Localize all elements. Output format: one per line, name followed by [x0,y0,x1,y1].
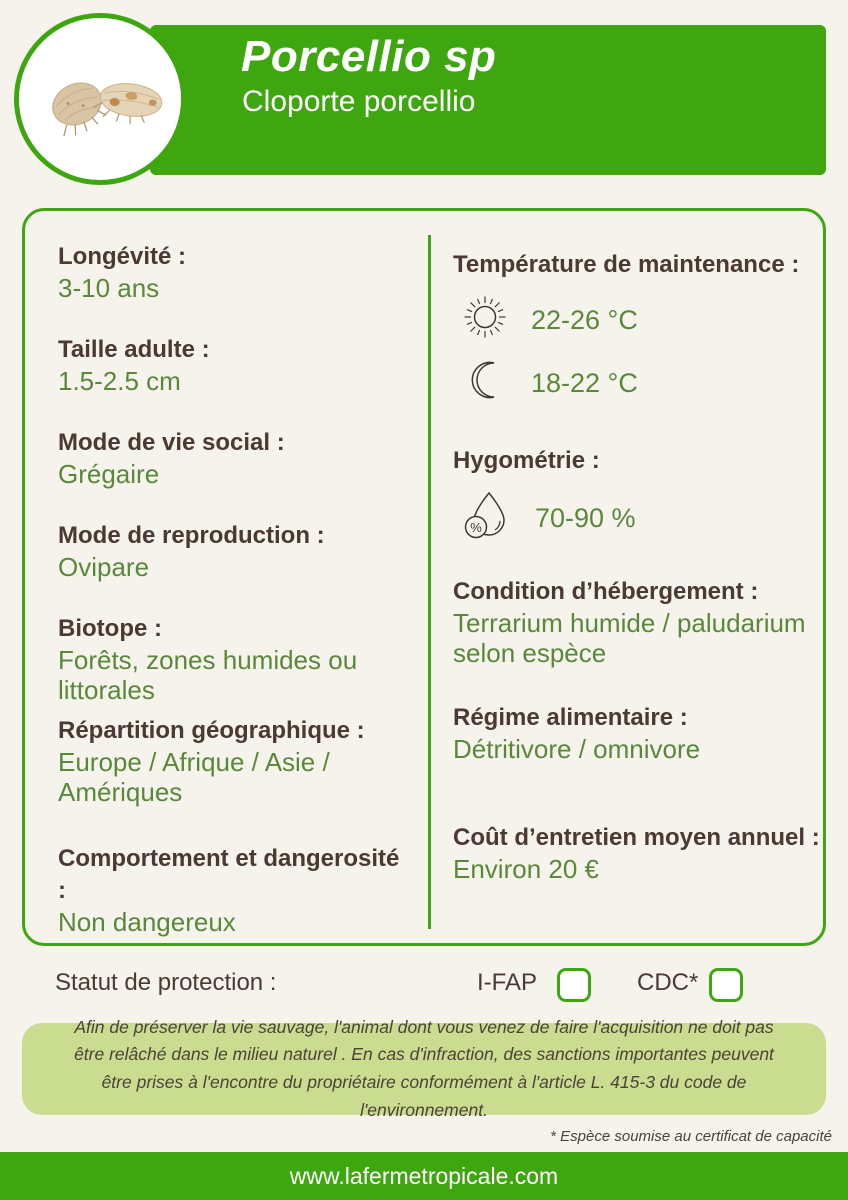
legal-disclaimer-text: Afin de préserver la vie sauvage, l'anim… [74,1016,774,1120]
field-value: 1.5-2.5 cm [58,366,181,396]
website-link[interactable]: www.lafermetropicale.com [289,1162,559,1189]
species-photo [14,13,186,185]
field-value: 3-10 ans [58,273,160,303]
info-card: Longévité : 3-10 ans Taille adulte : 1.5… [22,208,826,946]
cost-value: Environ 20 € [453,854,599,884]
header-band [150,25,826,175]
left-column: Longévité : 3-10 ans Taille adulte : 1.5… [58,241,410,968]
day-temperature-row: 22-26 °C [461,293,825,346]
field-label: Répartition géographique : [58,717,365,744]
field-value: Non dangereux [58,907,236,937]
sun-icon [461,293,509,346]
hygrometry-label: Hygométrie : [453,447,600,474]
diet-value: Détritivore / omnivore [453,734,701,764]
hygrometry-row: % 70-90 % [461,489,825,546]
footer-band: www.lafermetropicale.com [0,1152,848,1200]
field-biotope: Biotope : Forêts, zones humides ou litto… [58,613,410,705]
temperature-label: Température de maintenance : [453,251,800,278]
hygrometry-value: 70-90 % [535,502,636,533]
night-temperature-row: 18-22 °C [461,356,825,409]
legal-disclaimer-box: Afin de préserver la vie sauvage, l'anim… [22,1017,826,1120]
cdc-checkbox[interactable] [709,968,743,1002]
right-column: Température de maintenance : [453,249,825,884]
field-value: Europe / Afrique / Asie / Amériques [58,747,330,807]
field-label: Mode de vie social : [58,429,285,456]
day-temperature-value: 22-26 °C [531,304,638,335]
diet-label: Régime alimentaire : [453,704,688,731]
field-label: Longévité : [58,243,187,270]
field-longevity: Longévité : 3-10 ans [58,241,410,303]
page-title: Porcellio sp [241,32,497,81]
field-label: Biotope : [58,615,162,642]
housing-label: Condition d’hébergement : [453,578,759,605]
moon-icon [461,356,509,409]
svg-text:%: % [470,520,482,535]
protection-status-label: Statut de protection : [55,969,277,996]
ifap-label: I-FAP [477,969,538,996]
capacity-certificate-footnote: * Espèce soumise au certificat de capaci… [550,1128,832,1145]
cdc-label: CDC* [637,969,699,996]
housing-value: Terrarium humide / paludarium selon espè… [453,608,806,668]
field-value: Grégaire [58,459,160,489]
field-label: Mode de reproduction : [58,522,325,549]
field-adult-size: Taille adulte : 1.5-2.5 cm [58,334,410,396]
woodlice-image [19,18,181,180]
field-behavior: Comportement et dangerosité : Non danger… [58,843,410,937]
ifap-checkbox[interactable] [557,968,591,1002]
field-label: Taille adulte : [58,336,210,363]
field-label: Comportement et dangerosité : [58,845,400,904]
field-geographic-range: Répartition géographique : Europe / Afri… [58,715,410,807]
cost-label: Coût d’entretien moyen annuel : [453,824,820,851]
field-reproduction: Mode de reproduction : Ovipare [58,520,410,582]
night-temperature-value: 18-22 °C [531,367,638,398]
page-subtitle: Cloporte porcellio [242,85,476,118]
humidity-drop-icon: % [461,489,513,546]
field-value: Ovipare [58,552,150,582]
field-value: Forêts, zones humides ou littorales [58,645,358,705]
field-social-mode: Mode de vie social : Grégaire [58,427,410,489]
column-divider [428,235,431,929]
